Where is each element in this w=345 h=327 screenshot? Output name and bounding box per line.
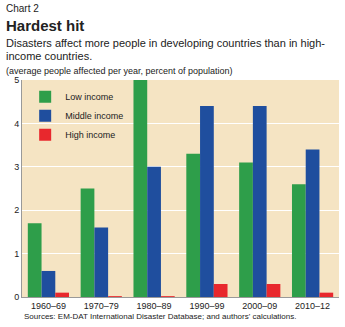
html-text:Sources: EM-DAT International: Sources: EM-DAT International Disaster D… bbox=[24, 312, 297, 321]
html-text:Disasters affect more people i: Disasters affect more people in developi… bbox=[6, 37, 325, 62]
svg-text:0: 0 bbox=[14, 292, 19, 302]
svg-text:4: 4 bbox=[14, 119, 19, 129]
html-text:Chart 2: Chart 2 bbox=[6, 3, 39, 14]
svg-text:High income: High income bbox=[65, 130, 115, 140]
svg-text:Low income: Low income bbox=[65, 92, 113, 102]
svg-text:2010–12: 2010–12 bbox=[295, 301, 330, 311]
svg-text:1990–99: 1990–99 bbox=[189, 301, 224, 311]
svg-text:5: 5 bbox=[14, 75, 19, 85]
html-text:Hardest hit: Hardest hit bbox=[6, 17, 85, 34]
svg-text:3: 3 bbox=[14, 162, 19, 172]
svg-text:1: 1 bbox=[14, 249, 19, 259]
svg-text:1980–89: 1980–89 bbox=[137, 301, 172, 311]
html-text:(average people affected per y: (average people affected per year, perce… bbox=[6, 66, 233, 76]
svg-text:1960–69: 1960–69 bbox=[31, 301, 66, 311]
svg-text:Middle income: Middle income bbox=[65, 111, 123, 121]
svg-text:2: 2 bbox=[14, 205, 19, 215]
svg-text:2000–09: 2000–09 bbox=[242, 301, 277, 311]
svg-text:1970–79: 1970–79 bbox=[84, 301, 119, 311]
